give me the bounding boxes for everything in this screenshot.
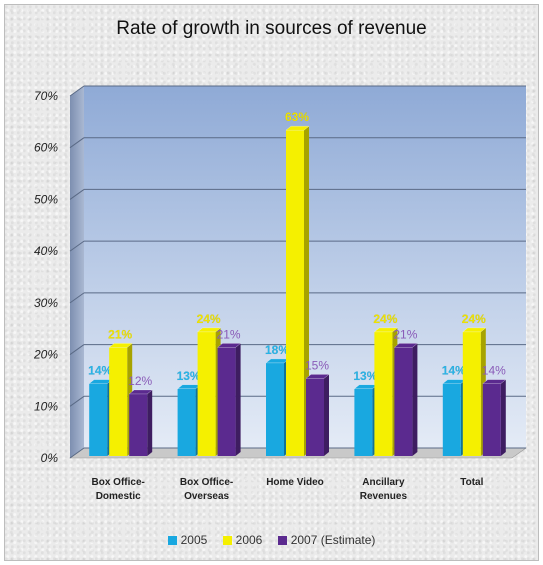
- bar: [482, 383, 501, 456]
- data-label: 14%: [482, 364, 506, 378]
- x-tick-label: Box Office-: [180, 477, 233, 488]
- x-tick-label: Domestic: [96, 491, 141, 502]
- gridline-side: [69, 292, 85, 304]
- legend-label-2006: 2006: [235, 533, 263, 547]
- y-tick-label: 0%: [41, 451, 59, 465]
- bar: [394, 347, 413, 456]
- bar: [266, 362, 284, 456]
- data-label: 21%: [108, 327, 132, 341]
- bar: [354, 388, 373, 456]
- y-tick-label: 20%: [33, 348, 58, 362]
- bar: [462, 331, 481, 456]
- bar: [109, 347, 128, 456]
- data-label: 14%: [442, 364, 466, 378]
- data-label: 14%: [88, 364, 112, 378]
- data-label: 24%: [197, 312, 221, 326]
- gridline-side: [69, 85, 85, 97]
- bar-top: [482, 379, 507, 384]
- gridline-side: [69, 447, 85, 459]
- bar: [374, 331, 393, 456]
- bar-side: [235, 343, 241, 456]
- gridline-side: [69, 189, 85, 200]
- x-tick-label: Home Video: [266, 477, 324, 488]
- bar-top: [108, 343, 133, 348]
- bar: [197, 331, 216, 456]
- data-label: 63%: [285, 110, 309, 124]
- y-tick-label: 40%: [34, 244, 58, 258]
- gridline-side: [69, 344, 85, 355]
- bar-side: [500, 379, 506, 456]
- y-tick-label: 70%: [34, 89, 58, 103]
- data-label: 13%: [177, 369, 201, 383]
- chart-legend: 2005 2006 2007 (Estimate): [0, 533, 543, 547]
- data-label: 18%: [265, 343, 289, 357]
- bar-top: [216, 343, 242, 348]
- legend-item-2005: 2005: [167, 533, 208, 547]
- bar-top: [305, 374, 330, 379]
- bar-side: [304, 126, 309, 456]
- data-label: 24%: [462, 312, 486, 326]
- gridline-side: [69, 395, 85, 407]
- legend-item-2006: 2006: [222, 533, 263, 547]
- bar-side: [324, 374, 329, 456]
- legend-item-2007: 2007 (Estimate): [277, 533, 376, 547]
- bar: [286, 130, 304, 456]
- y-tick-label: 10%: [34, 399, 58, 413]
- chart-title: Rate of growth in sources of revenue: [116, 18, 427, 39]
- bar: [177, 388, 196, 456]
- data-label: 21%: [393, 327, 417, 341]
- y-tick-label: 50%: [34, 192, 58, 206]
- data-label: 13%: [353, 369, 377, 383]
- bar: [89, 383, 108, 456]
- data-label: 21%: [217, 327, 241, 341]
- legend-swatch-2005: [167, 536, 177, 545]
- bar: [306, 378, 324, 456]
- x-tick-label: Overseas: [184, 491, 229, 502]
- legend-swatch-2006: [222, 536, 232, 545]
- bar-top: [393, 343, 419, 348]
- bar-side: [147, 389, 153, 456]
- bar-top: [462, 327, 487, 333]
- data-label: 12%: [128, 374, 152, 388]
- bar: [129, 393, 148, 456]
- legend-label-2007: 2007 (Estimate): [290, 533, 376, 547]
- x-tick-label: Ancillary: [362, 477, 405, 488]
- x-tick-label: Total: [460, 477, 483, 488]
- legend-swatch-2007: [277, 536, 287, 545]
- bar-top: [373, 327, 399, 333]
- side-wall: [70, 86, 84, 458]
- y-tick-label: 60%: [34, 141, 58, 155]
- bar: [442, 383, 461, 456]
- bar-top: [196, 327, 222, 333]
- x-tick-label: Revenues: [360, 491, 408, 502]
- data-label: 24%: [373, 312, 397, 326]
- x-tick-label: Box Office-: [92, 477, 145, 488]
- bar-top: [285, 125, 310, 131]
- legend-label-2005: 2005: [180, 533, 208, 547]
- gridline-side: [69, 137, 85, 149]
- bar-side: [412, 343, 418, 456]
- bar: [217, 347, 236, 456]
- data-label: 15%: [305, 358, 329, 372]
- bar-top: [128, 389, 153, 395]
- gridline-side: [69, 240, 85, 252]
- y-tick-label: 30%: [34, 296, 58, 310]
